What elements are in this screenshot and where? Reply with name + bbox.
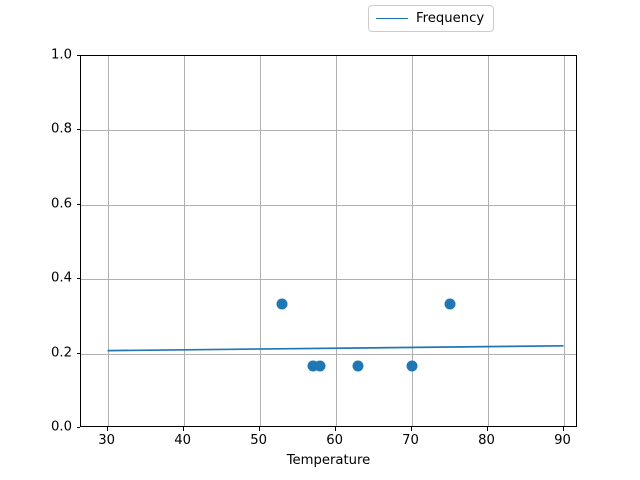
scatter-point [444,298,456,310]
chart-legend[interactable]: Frequency [368,5,495,32]
y-tick-mark [76,352,80,354]
scatter-point [352,360,364,372]
y-tick-label: 1.0 [51,47,72,63]
x-tick-label: 90 [554,433,571,448]
y-tick-label: 0.8 [51,121,72,137]
y-tick-label: 0.2 [51,345,72,361]
plot-area [81,56,576,426]
x-tick-label: 70 [402,433,419,448]
y-tick-label: 0.4 [51,270,72,286]
line-series-frequency [107,344,564,352]
legend-label-frequency: Frequency [416,11,485,26]
x-axis-label: Temperature [286,453,371,468]
x-tick-mark [486,427,488,431]
x-tick-mark [562,427,564,431]
gridline-vertical [107,56,109,426]
gridline-vertical [563,56,565,426]
y-tick-label: 0.0 [51,419,72,435]
gridline-horizontal [81,204,576,206]
gridline-vertical [411,56,413,426]
x-tick-label: 60 [326,433,343,448]
gridline-vertical [259,56,261,426]
gridline-horizontal [81,353,576,355]
y-tick-mark [76,427,80,428]
scatter-point [276,298,288,310]
x-tick-mark [106,427,108,431]
x-tick-mark [182,427,184,431]
y-tick-mark [76,203,80,205]
gridline-vertical [335,56,337,426]
plot-axes [80,55,577,427]
scatter-point [307,360,319,372]
y-tick-label: 0.6 [51,196,72,212]
x-tick-mark [334,427,336,431]
scatter-point [314,360,326,372]
gridline-vertical [487,56,489,426]
x-tick-label: 40 [174,433,191,448]
gridline-horizontal [81,279,576,281]
legend-line-swatch-frequency [376,18,408,19]
x-tick-label: 80 [478,433,495,448]
gridline-vertical [183,56,185,426]
x-tick-label: 30 [98,433,115,448]
x-tick-label: 50 [250,433,267,448]
y-tick-mark [76,278,80,280]
x-tick-mark [258,427,260,431]
y-tick-mark [76,55,80,56]
x-tick-mark [410,427,412,431]
gridline-horizontal [81,130,576,132]
scatter-point [406,360,418,372]
y-tick-mark [76,129,80,131]
